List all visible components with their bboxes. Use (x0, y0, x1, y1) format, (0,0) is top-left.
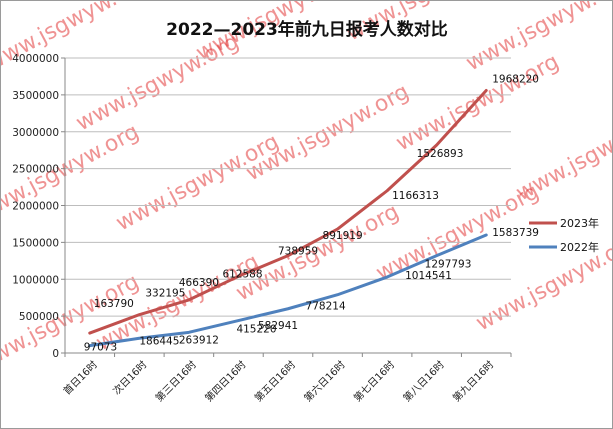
x-tick-label: 次日16时 (110, 358, 149, 397)
x-tick-label: 第三日16时 (153, 358, 199, 404)
y-tick-label: 2500000 (12, 164, 59, 176)
data-label: 891919 (323, 230, 363, 242)
legend: 2023年 2022年 (529, 216, 599, 254)
data-label: 1014541 (405, 270, 452, 282)
legend-label: 2022年 (560, 240, 599, 254)
x-tick-label: 首日16时 (60, 358, 99, 397)
data-label: 415220 (236, 324, 276, 336)
x-tick-label: 第五日16时 (252, 358, 298, 404)
y-tick-label: 3500000 (12, 90, 59, 102)
data-label: 263912 (179, 334, 219, 346)
x-tick-label: 第四日16时 (202, 358, 248, 404)
x-tick-label: 第七日16时 (351, 358, 397, 404)
y-tick-label: 1500000 (12, 237, 59, 249)
data-label: 1583739 (492, 227, 539, 239)
y-tick-label: 3000000 (12, 127, 59, 139)
y-tick-label: 1000000 (12, 274, 59, 286)
y-tick-label: 4000000 (12, 53, 59, 65)
data-label: 1968220 (492, 73, 539, 85)
watermark-layer: www.jsgwyw.orgwww.jsgwyw.orgwww.jsgwyw.o… (1, 1, 612, 376)
data-label: 612588 (222, 268, 262, 280)
data-label: 1166313 (392, 190, 439, 202)
y-tick-label: 500000 (19, 311, 59, 323)
y-tick-label: 0 (52, 348, 59, 360)
watermark-text: www.jsgwyw.org (1, 1, 153, 76)
data-label: 163790 (94, 298, 134, 310)
data-label: 1297793 (425, 259, 472, 271)
series-lines (88, 88, 488, 348)
data-label: 778214 (306, 301, 346, 313)
data-label: 97073 (84, 342, 117, 354)
y-tick-label: 2000000 (12, 201, 59, 213)
gridlines (65, 57, 511, 354)
x-tick-label: 第八日16时 (400, 358, 446, 404)
legend-label: 2023年 (560, 216, 599, 230)
data-label: 582941 (258, 320, 298, 332)
y-axis: 0 500000 1000000 1500000 2000000 2500000 30000… (12, 53, 66, 360)
x-tick-label: 第六日16时 (301, 358, 347, 404)
data-label: 332195 (145, 288, 185, 300)
data-label: 738959 (278, 246, 318, 258)
data-label: 466390 (179, 277, 219, 289)
x-axis: 首日16时 次日16时 第三日16时 第四日16时 第五日16时 第六日16时 第七日16时… (60, 352, 512, 404)
data-label: 186445 (139, 335, 179, 347)
chart-title: 2022—2023年前九日报考人数对比 (166, 19, 448, 40)
data-label: 1526893 (417, 148, 464, 160)
x-tick-label: 第九日16时 (450, 358, 496, 404)
